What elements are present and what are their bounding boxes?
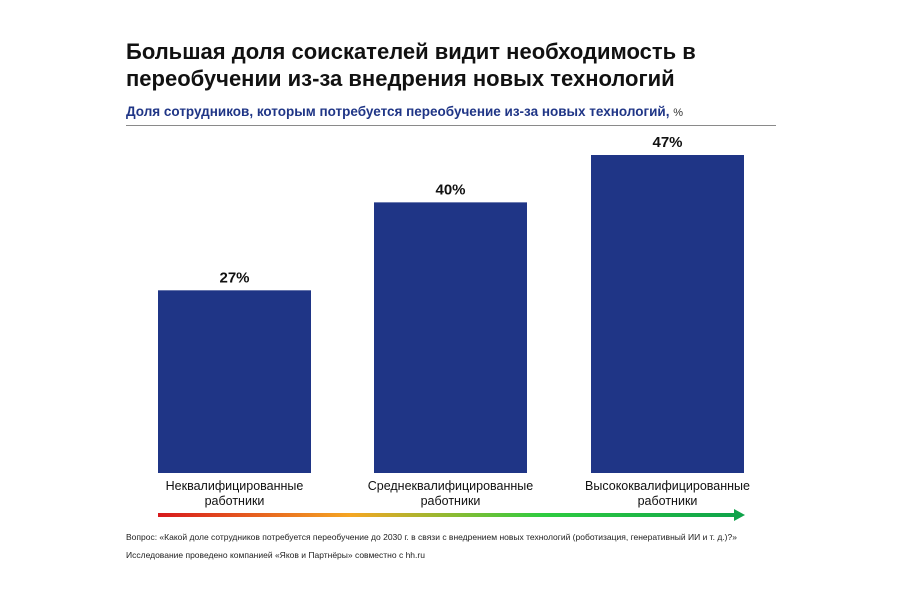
bar-1 xyxy=(158,290,311,473)
value-label-1: 27% xyxy=(219,269,249,286)
bar-3 xyxy=(591,155,744,473)
category-label-2-line-2: работники xyxy=(421,494,481,508)
category-label-2: Среднеквалифицированные работники xyxy=(368,479,534,508)
subtitle-unit: % xyxy=(673,107,683,119)
category-label-1: Неквалифицированные работники xyxy=(166,479,304,508)
category-label-1-line-2: работники xyxy=(205,494,265,508)
footnote-question: Вопрос: «Какой доле сотрудников потребуе… xyxy=(126,532,737,542)
footnote-source: Исследование проведено компанией «Яков и… xyxy=(126,550,425,560)
chart-subtitle: Доля сотрудников, которым потребуется пе… xyxy=(126,104,683,119)
category-label-3: Высококвалифицированные работники xyxy=(585,479,750,508)
bars-group xyxy=(158,155,744,474)
category-labels-group: Неквалифицированные работникиСреднеквалиф… xyxy=(166,479,750,508)
category-label-2-line-1: Среднеквалифицированные xyxy=(368,479,534,493)
gradient-scale-bar xyxy=(158,513,736,517)
gradient-scale-arrow xyxy=(158,509,745,521)
subtitle-text: Доля сотрудников, которым потребуется пе… xyxy=(126,104,670,119)
bar-2 xyxy=(374,202,527,474)
subtitle-divider xyxy=(126,125,776,126)
category-label-3-line-1: Высококвалифицированные xyxy=(585,479,750,493)
value-label-2: 40% xyxy=(435,181,465,198)
value-labels-group: 27% 40% 47% xyxy=(219,134,682,286)
category-label-3-line-2: работники xyxy=(638,494,698,508)
category-label-1-line-1: Неквалифицированные xyxy=(166,479,304,493)
value-label-3: 47% xyxy=(652,134,682,151)
chart-title: Большая доля соискателей видит необходим… xyxy=(126,39,696,91)
gradient-scale-arrowhead xyxy=(734,509,745,521)
